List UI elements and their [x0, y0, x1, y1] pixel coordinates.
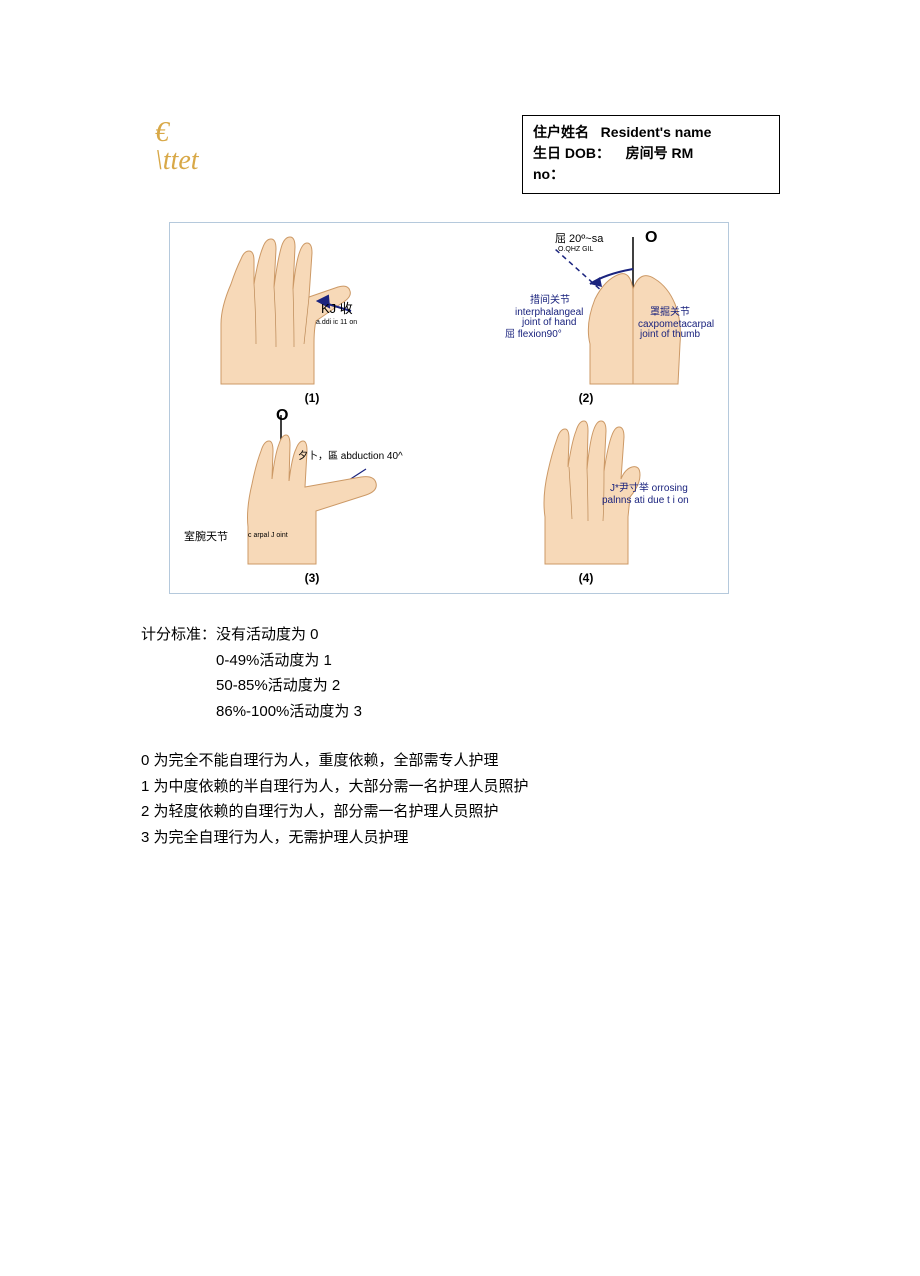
desc-0: 0 为完全不能自理行为人，重度依赖，全部需专人护理 [141, 748, 780, 774]
room-en: RM [671, 145, 693, 161]
desc-2: 2 为轻度依赖的自理行为人，部分需一名护理人员照护 [141, 799, 780, 825]
flex-label: 屈 flexion90° [505, 329, 562, 340]
carpal-zh: 室腕天节 [184, 531, 228, 543]
header-row: € \ttet 住户姓名 Resident's name 生日 DOB： 房间号… [155, 115, 780, 194]
panel-2-caption: (2) [579, 391, 594, 405]
description-block: 0 为完全不能自理行为人，重度依赖，全部需专人护理 1 为中度依赖的半自理行为人… [141, 748, 780, 850]
logo-line2: \ttet [155, 147, 199, 175]
diagram-panel-2: 屈 20º~sa O.QHZ GIL O 措间关节 interphalangea… [450, 229, 722, 407]
resident-line: 住户姓名 Resident's name [533, 122, 769, 143]
cm-zh: 罩掘关节 [650, 307, 690, 318]
big-o-3: O [276, 409, 288, 425]
top-flex: 屈 20º~sa [555, 233, 603, 245]
abd-label: 夕卜，區 abduction 40^ [298, 451, 403, 462]
scoring-line2: 50-85%活动度为 2 [141, 673, 780, 699]
ip-en2: joint of hand [522, 317, 577, 328]
big-o-2: O [645, 229, 657, 247]
top-tiny: O.QHZ GIL [558, 246, 593, 254]
diagram-panel-1: KJ 收 a.ddi ic 11 on (1) [176, 229, 448, 407]
cm-en2: joint of thumb [640, 329, 700, 340]
carpal-en: c arpal J oint [248, 532, 288, 540]
logo: € \ttet [155, 115, 199, 175]
dob-en: DOB： [565, 145, 610, 161]
no-label: no： [533, 166, 564, 182]
scoring-line1: 0-49%活动度为 1 [141, 648, 780, 674]
opp-label: J*尹寸举 orrosing [610, 483, 688, 494]
diagram-panel-4: J*尹寸举 orrosing palnns ati due t i on (4) [450, 409, 722, 587]
logo-line1: € [155, 119, 199, 147]
scoring-block: 计分标准：没有活动度为 0 0-49%活动度为 1 50-85%活动度为 2 8… [141, 622, 780, 724]
scoring-line3: 86%-100%活动度为 3 [141, 699, 780, 725]
scoring-header: 计分标准：没有活动度为 0 [141, 622, 780, 648]
panel-4-caption: (4) [579, 571, 594, 585]
desc-3: 3 为完全自理行为人，无需护理人员护理 [141, 825, 780, 851]
room-zh: 房间号 [626, 145, 668, 161]
kj-label: KJ 收 [321, 302, 353, 316]
hand-diagram-grid: KJ 收 a.ddi ic 11 on (1) [176, 229, 722, 587]
addi-label: a.ddi ic 11 on [316, 319, 357, 327]
ip-zh: 措间关节 [530, 295, 570, 306]
palm-label: palnns ati due t i on [602, 495, 689, 506]
no-line: no： [533, 164, 769, 185]
resident-zh: 住户姓名 [533, 124, 589, 140]
hand-illustration-3 [176, 409, 446, 584]
resident-en: Resident's name [601, 124, 712, 140]
desc-1: 1 为中度依赖的半自理行为人，大部分需一名护理人员照护 [141, 774, 780, 800]
hand-diagram-panel: KJ 收 a.ddi ic 11 on (1) [169, 222, 729, 594]
diagram-panel-3: O 夕卜，區 abduction 40^ 室腕天节 c arpal J oint… [176, 409, 448, 587]
dob-zh: 生日 [533, 145, 561, 161]
panel-1-caption: (1) [305, 391, 320, 405]
panel-3-caption: (3) [305, 571, 320, 585]
resident-info-box: 住户姓名 Resident's name 生日 DOB： 房间号 RM no： [522, 115, 780, 194]
hand-illustration-1 [176, 229, 446, 404]
dob-room-line: 生日 DOB： 房间号 RM [533, 143, 769, 164]
